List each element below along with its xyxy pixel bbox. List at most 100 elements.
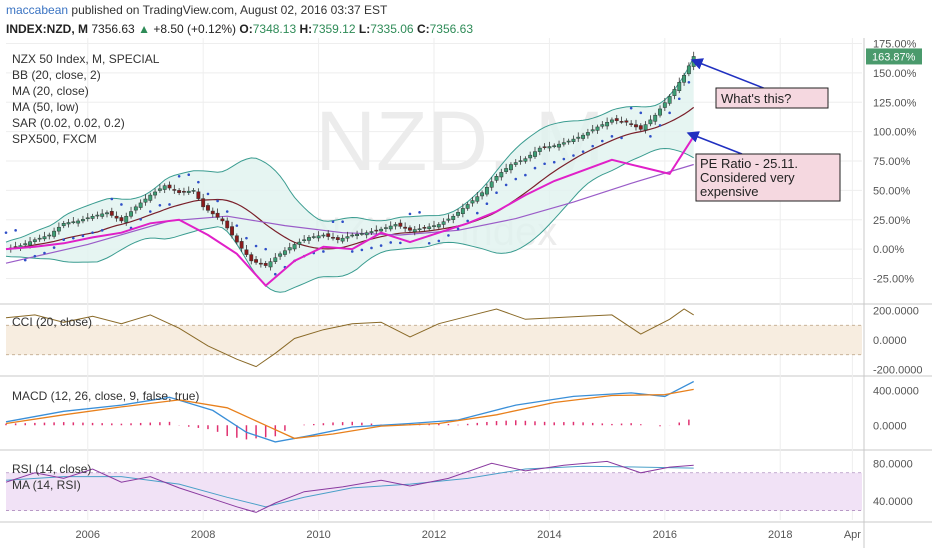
candle-body: [662, 102, 667, 108]
candle-body: [417, 228, 422, 231]
bollinger-lower-line: [5, 147, 694, 293]
main-legend-item: SAR (0.02, 0.02, 0.2): [12, 116, 125, 130]
main-legend-item: SPX500, FXCM: [12, 132, 97, 146]
candle-body: [186, 190, 191, 193]
candle-body: [374, 229, 379, 232]
spx500-line: [5, 135, 695, 287]
sar-dot: [668, 111, 671, 115]
candle-body: [528, 154, 533, 159]
candle-body: [201, 198, 206, 208]
candle-body: [85, 217, 90, 220]
note-box: [715, 87, 829, 109]
candle-body: [32, 239, 37, 242]
candle-body: [364, 232, 369, 236]
candle-body: [638, 125, 643, 130]
candle-body: [47, 234, 52, 237]
sar-dot: [495, 191, 498, 195]
sar-dot: [72, 236, 75, 240]
sar-dot: [639, 111, 643, 115]
time-tick-label: 2008: [191, 529, 215, 541]
bollinger-upper-line: [5, 56, 695, 243]
candle-body: [76, 220, 81, 224]
candle-body: [311, 236, 316, 238]
price-tick-label: 150.00%: [873, 68, 917, 80]
sar-dot: [677, 97, 681, 101]
sar-dot: [475, 211, 479, 215]
candle-body: [206, 205, 210, 211]
candle-body: [629, 123, 634, 125]
sar-dot: [581, 150, 585, 153]
price-tick-label: 125.00%: [873, 97, 917, 109]
sar-dot: [100, 229, 104, 232]
candle-body: [480, 192, 485, 197]
published-text: published on TradingView.com, August 02,…: [71, 3, 388, 17]
candle-body: [234, 235, 239, 243]
candle-body: [42, 236, 47, 240]
candle-body: [129, 211, 133, 217]
cci-tick-label: 0.0000: [873, 335, 907, 347]
sar-dot: [120, 203, 123, 206]
time-tick-label: 2014: [537, 529, 561, 541]
candle-body: [316, 235, 321, 239]
time-tick-label: 2012: [422, 529, 446, 541]
candle-body: [465, 204, 470, 209]
candle-body: [143, 198, 148, 203]
cci-legend-item: CCI (20, close): [12, 315, 92, 329]
candle-body: [302, 239, 307, 241]
candle-body: [297, 241, 302, 245]
candle-body: [432, 225, 436, 227]
price-tick-label: 75.00%: [873, 156, 911, 168]
candle-body: [634, 124, 638, 128]
sar-dot: [543, 162, 546, 166]
candle-body: [37, 237, 42, 240]
candle-body: [489, 181, 494, 188]
cci-band: [6, 325, 862, 355]
candle-body: [249, 254, 254, 262]
sar-dot: [610, 135, 614, 138]
sar-dot: [14, 229, 17, 232]
candle-body: [383, 227, 388, 229]
candle-body: [340, 237, 345, 242]
candle-body: [177, 190, 182, 193]
high-value: 7359.12: [312, 22, 356, 36]
cci-line: [5, 308, 694, 368]
high-label: H:: [299, 22, 313, 36]
candle-body: [504, 168, 509, 172]
candle-body: [513, 162, 518, 165]
candle-body: [210, 210, 215, 215]
rsi-tick-label: 80.0000: [873, 458, 913, 470]
sar-dot: [264, 247, 267, 251]
sar-dot: [427, 241, 431, 245]
candle-body: [494, 176, 499, 181]
sar-dot: [562, 157, 566, 161]
candle-body: [335, 237, 340, 240]
sar-dot: [4, 231, 8, 234]
sar-dot: [370, 246, 373, 250]
candle-body: [576, 136, 581, 139]
sar-dot: [629, 106, 633, 110]
candle-body: [398, 222, 403, 227]
candle-body: [422, 227, 427, 229]
candle-body: [451, 215, 456, 220]
author-link[interactable]: maccabean: [6, 3, 69, 17]
low-value: 7335.06: [370, 22, 414, 36]
candle-body: [138, 202, 143, 208]
candle-body: [263, 263, 268, 266]
publish-line: maccabean published on TradingView.com, …: [6, 3, 387, 17]
candle-body: [446, 218, 451, 221]
sar-dot: [350, 250, 354, 253]
candle-body: [239, 241, 244, 249]
candle-body: [653, 114, 658, 122]
candle-body: [52, 230, 57, 237]
candle-body: [321, 234, 326, 237]
candle-body: [547, 146, 552, 149]
sar-dot: [322, 250, 325, 253]
sar-dot: [197, 180, 200, 184]
ohlc-line: INDEX:NZD, M 7356.63 ▲ +8.50 (+0.12%) O:…: [6, 22, 473, 36]
candle-body: [114, 215, 119, 219]
sar-dot: [658, 124, 662, 127]
candle-body: [273, 257, 278, 262]
rsi-legend-item: RSI (14, close): [12, 462, 91, 476]
candle-body: [388, 225, 393, 230]
